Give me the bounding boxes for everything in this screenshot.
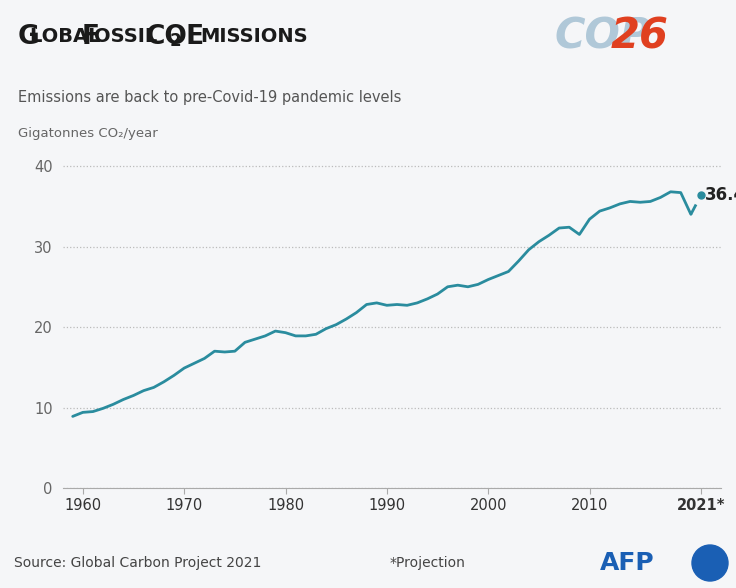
Text: *Projection: *Projection xyxy=(390,556,466,570)
Text: AFP: AFP xyxy=(600,551,654,575)
Text: CO: CO xyxy=(146,24,188,50)
Text: Gigatonnes CO₂/year: Gigatonnes CO₂/year xyxy=(18,127,158,141)
Text: COP: COP xyxy=(555,16,651,58)
Text: G: G xyxy=(18,24,40,50)
Text: 36.4: 36.4 xyxy=(705,186,736,204)
Text: Emissions are back to pre-Covid-19 pandemic levels: Emissions are back to pre-Covid-19 pande… xyxy=(18,90,402,105)
Text: E: E xyxy=(177,24,204,50)
Text: Source: Global Carbon Project 2021: Source: Global Carbon Project 2021 xyxy=(14,556,261,570)
Circle shape xyxy=(692,545,728,581)
Text: MISSIONS: MISSIONS xyxy=(200,27,308,46)
Text: F: F xyxy=(82,24,100,50)
Text: LOBAL: LOBAL xyxy=(29,27,107,46)
Text: 2: 2 xyxy=(169,32,181,50)
Text: OSSIL: OSSIL xyxy=(93,27,163,46)
Text: 26: 26 xyxy=(611,16,669,58)
